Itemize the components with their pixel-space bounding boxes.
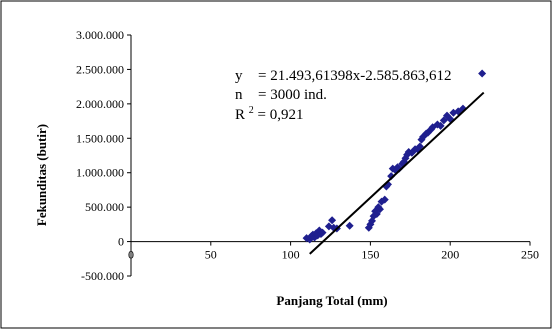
data-point	[439, 116, 448, 125]
data-point	[318, 228, 327, 237]
data-point	[395, 164, 404, 173]
x-tick-label: 200	[441, 248, 459, 262]
data-point	[328, 216, 337, 225]
svg-text:y = 21.493,61398x-2.585.: y = 21.493,61398x-2.585.863,612	[235, 68, 451, 84]
equation-y-label: y	[235, 68, 243, 84]
x-tick-label: 0	[128, 248, 134, 262]
data-point	[380, 195, 389, 204]
r-squared-superscript: 2	[249, 105, 254, 116]
y-tick-label: 1.000.000	[76, 166, 124, 180]
equation-value: = 21.493,61398x-2.585.863,612	[258, 68, 451, 84]
svg-text:R 2 = 0,921: R 2 = 0,921	[235, 101, 303, 123]
r-squared-value: = 0,921	[258, 107, 304, 123]
y-tick-label: 2.500.000	[76, 62, 124, 76]
y-tick-label: 500.000	[85, 200, 124, 214]
trendline	[309, 91, 485, 255]
x-tick-label: 50	[205, 248, 217, 262]
x-axis: 0 50 100 150 200 250	[128, 241, 539, 262]
data-point	[478, 69, 487, 78]
data-point	[345, 221, 354, 230]
data-point	[436, 121, 445, 130]
data-point	[375, 205, 384, 214]
regression-annotation: y = 21.493,61398x-2.585.863,612 n = 3000…	[235, 68, 451, 123]
sample-size-label: n	[235, 87, 243, 103]
y-axis-title: Fekunditas (butir)	[34, 124, 49, 226]
y-axis: 3.000.000 2.500.000 2.000.000 1.500.000 1.00…	[76, 28, 132, 283]
x-axis-title: Panjang Total (mm)	[276, 293, 387, 308]
y-tick-label: 2.000.000	[76, 97, 124, 111]
data-point	[372, 210, 381, 219]
r-squared-label: R	[235, 107, 245, 123]
x-tick-label: 250	[521, 248, 539, 262]
data-points	[302, 69, 487, 244]
data-point	[387, 172, 396, 181]
y-tick-label: 1.500.000	[76, 131, 124, 145]
y-tick-label: 3.000.000	[76, 28, 124, 42]
y-tick-label: 0	[118, 235, 124, 249]
y-tick-label: -500.000	[81, 269, 124, 283]
svg-text:n = 3000 ind.: n = 3000 ind.	[235, 87, 327, 103]
x-tick-label: 150	[361, 248, 379, 262]
sample-size-value: = 3000 ind.	[258, 87, 327, 103]
x-tick-label: 100	[282, 248, 300, 262]
